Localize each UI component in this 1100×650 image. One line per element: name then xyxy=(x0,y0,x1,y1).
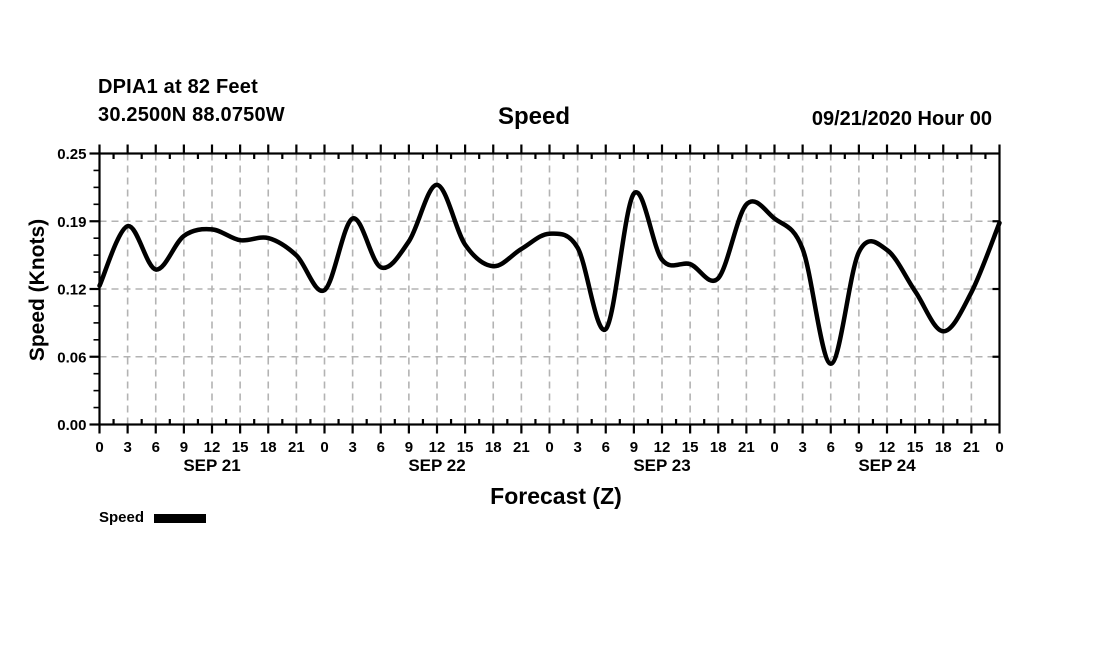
plot-frame xyxy=(98,152,1001,426)
y-tick-label: 0.19 xyxy=(57,214,86,231)
x-tick-label: 12 xyxy=(654,439,671,456)
y-tick-label: 0.00 xyxy=(57,417,86,434)
x-tick-label: 0 xyxy=(320,439,328,456)
x-tick-label: 15 xyxy=(232,439,249,456)
x-axis-title: Forecast (Z) xyxy=(490,483,622,509)
x-tick-label: 3 xyxy=(573,439,581,456)
x-tick-label: 9 xyxy=(630,439,638,456)
x-tick-label: 3 xyxy=(348,439,356,456)
run-datetime: 09/21/2020 Hour 00 xyxy=(811,108,992,130)
x-tick-label: 12 xyxy=(204,439,221,456)
x-tick-label: 15 xyxy=(682,439,699,456)
day-label: SEP 22 xyxy=(408,456,465,475)
x-tick-label: 18 xyxy=(710,439,727,456)
x-tick-label: 21 xyxy=(738,439,755,456)
y-tick-label: 0.12 xyxy=(57,282,86,299)
x-tick-label: 21 xyxy=(288,439,305,456)
x-tick-label: 6 xyxy=(377,439,385,456)
station-coordinates: 30.2500N 88.0750W xyxy=(98,104,285,126)
day-label: SEP 23 xyxy=(633,456,690,475)
speed-curve xyxy=(97,182,1002,367)
x-tick-label: 18 xyxy=(260,439,277,456)
day-label: SEP 24 xyxy=(858,456,916,475)
y-tick-label: 0.06 xyxy=(57,349,86,366)
x-tick-label: 0 xyxy=(95,439,103,456)
x-tick-label: 21 xyxy=(513,439,530,456)
chart-title: Speed xyxy=(497,103,571,130)
x-tick-label: 18 xyxy=(935,439,952,456)
x-tick-label: 3 xyxy=(123,439,131,456)
x-tick-label: 12 xyxy=(879,439,896,456)
y-tick-label: 0.25 xyxy=(57,146,86,163)
legend: Speed xyxy=(99,509,207,526)
x-tick-label: 0 xyxy=(545,439,553,456)
station-title: DPIA1 at 82 Feet xyxy=(98,76,258,98)
x-tick-label: 21 xyxy=(963,439,980,456)
legend-line-swatch xyxy=(154,514,207,523)
x-tick-label: 15 xyxy=(457,439,474,456)
x-tick-label: 0 xyxy=(770,439,778,456)
x-tick-label: 9 xyxy=(855,439,863,456)
x-tick-label: 9 xyxy=(180,439,188,456)
x-tick-label: 6 xyxy=(152,439,160,456)
x-tick-label: 12 xyxy=(429,439,446,456)
x-tick-label: 6 xyxy=(602,439,610,456)
day-label: SEP 21 xyxy=(183,456,240,475)
x-tick-label: 3 xyxy=(798,439,806,456)
legend-label: Speed xyxy=(99,509,145,526)
x-tick-label: 15 xyxy=(907,439,924,456)
x-tick-label: 0 xyxy=(995,439,1003,456)
x-tick-label: 18 xyxy=(485,439,502,456)
x-tick-label: 9 xyxy=(405,439,413,456)
x-tick-label: 6 xyxy=(827,439,835,456)
